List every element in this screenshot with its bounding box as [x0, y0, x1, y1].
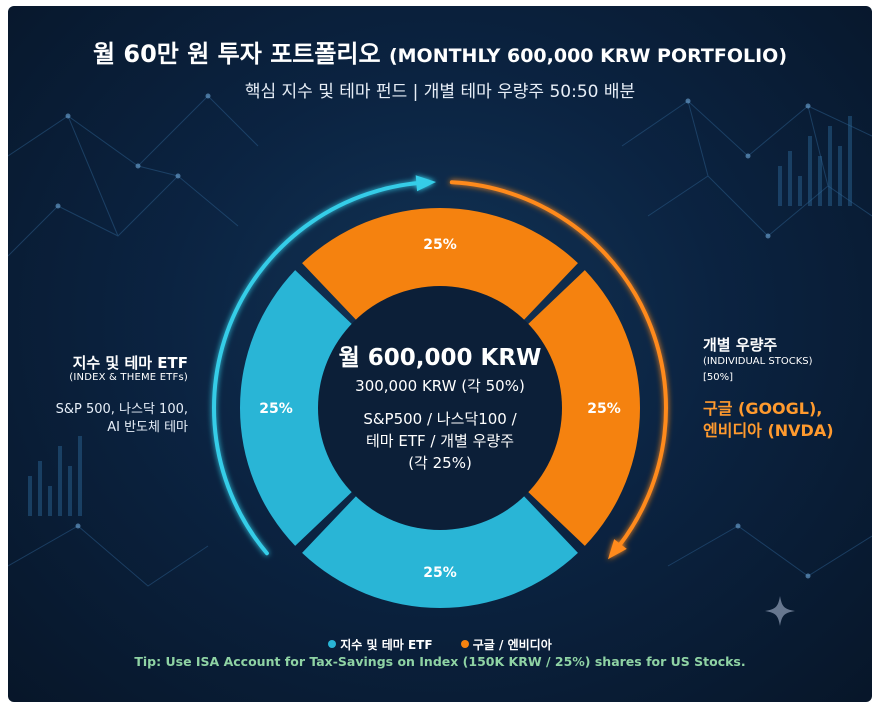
- slice-value-label: 25%: [259, 401, 293, 417]
- donut-slice: [240, 270, 356, 546]
- etf-arrowhead-icon: [415, 175, 437, 192]
- chart-title: 월 60만 원 투자 포트폴리오 (MONTHLY 600,000 KRW PO…: [8, 34, 872, 69]
- title-english: (MONTHLY 600,000 KRW PORTFOLIO): [388, 45, 788, 67]
- legend-swatch: [460, 640, 469, 648]
- donut-slice: [302, 208, 578, 324]
- donut-slice: [302, 492, 578, 608]
- slice-value-label: 25%: [587, 401, 621, 417]
- stock-name: 구글 (GOOGL),: [703, 399, 823, 418]
- donut-center: [318, 286, 562, 530]
- stocks-label-share: [50%]: [703, 372, 734, 383]
- center-detail-line: 테마 ETF / 개별 우량주: [366, 432, 514, 450]
- legend-item-stocks: 구글 / 엔비디아: [460, 638, 552, 652]
- stocks-arrowhead-icon: [607, 539, 627, 560]
- center-detail-line: (각 25%): [408, 454, 472, 472]
- stock-name: 엔비디아 (NVDA): [703, 421, 834, 440]
- donut-chart: 25% 25% 25% 25%: [212, 175, 668, 608]
- center-split: 300,000 KRW (각 50%): [355, 377, 525, 395]
- etf-label-title: 지수 및 테마 ETF: [72, 354, 188, 372]
- tip-text: Tip: Use ISA Account for Tax-Savings on …: [134, 654, 746, 669]
- slice-value-label: 25%: [423, 565, 457, 581]
- donut-slice: [524, 270, 640, 546]
- stocks-label-title: 개별 우량주: [703, 336, 778, 354]
- legend-item-etf: 지수 및 테마 ETF: [328, 638, 433, 652]
- etf-detail-line: S&P 500, 나스닥 100,: [55, 402, 188, 417]
- center-detail: S&P500 / 나스닥100 / 테마 ETF / 개별 우량주 (각 25%…: [326, 408, 554, 474]
- etf-detail-line: AI 반도체 테마: [107, 420, 188, 435]
- legend-label: 지수 및 테마 ETF: [340, 638, 433, 652]
- etf-label-subtitle: (INDEX & THEME ETFs): [69, 372, 188, 383]
- infographic-panel: 월 60만 원 투자 포트폴리오 (MONTHLY 600,000 KRW PO…: [8, 6, 872, 702]
- title-korean: 월 60만 원 투자 포트폴리오: [92, 40, 381, 68]
- legend-swatch: [328, 640, 337, 648]
- sparkle-icon: [765, 596, 795, 626]
- center-detail-line: S&P500 / 나스닥100 /: [363, 410, 517, 428]
- slice-value-label: 25%: [423, 237, 457, 253]
- chart-subtitle: 핵심 지수 및 테마 펀드 | 개별 테마 우량주 50:50 배분: [244, 82, 636, 102]
- stocks-flow-arc: [449, 180, 668, 550]
- background-network-graphic: [8, 93, 872, 587]
- legend-label: 구글 / 엔비디아: [472, 638, 552, 652]
- etf-flow-arc: [212, 180, 431, 556]
- stocks-label-subtitle: (INDIVIDUAL STOCKS): [703, 356, 813, 367]
- stocks-label-names: 구글 (GOOGL), 엔비디아 (NVDA): [703, 398, 834, 442]
- etf-label-detail: S&P 500, 나스닥 100, AI 반도체 테마: [56, 401, 188, 437]
- center-total: 월 600,000 KRW: [338, 345, 542, 371]
- chart-legend: 지수 및 테마 ETF 구글 / 엔비디아: [8, 636, 872, 653]
